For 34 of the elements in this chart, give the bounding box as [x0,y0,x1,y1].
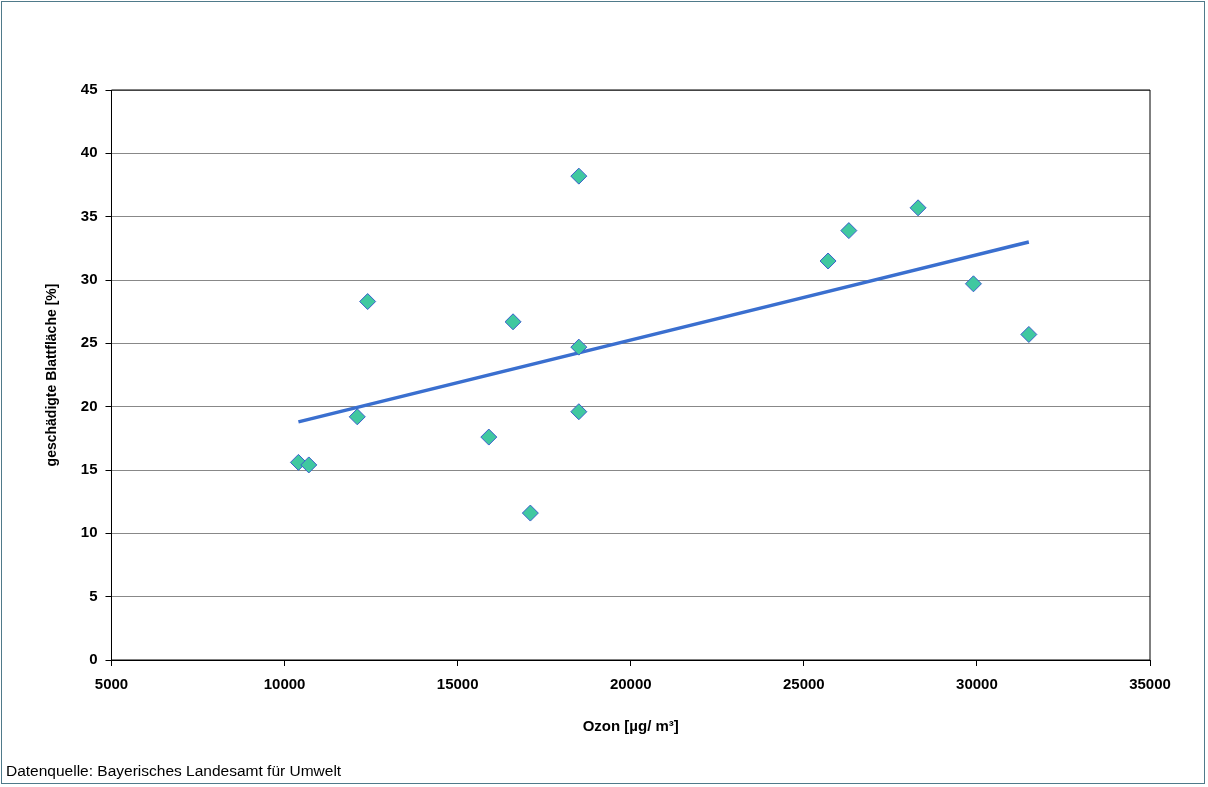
point [348,408,366,426]
x-tick-label: 15000 [436,675,479,693]
point [300,456,318,474]
y-tick-label: 30 [80,270,98,288]
y-tick-label: 25 [80,333,98,351]
point [570,167,588,185]
point [819,252,837,270]
y-tick-label: 20 [80,396,98,414]
y-tick-label: 45 [80,80,98,98]
y-tick-label: 5 [89,586,98,604]
point [359,293,377,311]
point [504,313,522,331]
point [964,275,982,293]
x-axis-title: Ozon [µg/ m³] [582,717,679,735]
point [480,428,498,446]
point [1020,325,1038,343]
x-tick-label: 20000 [609,675,652,693]
point [840,222,858,240]
point [570,403,588,421]
y-tick-label: 10 [80,523,98,541]
x-tick-label: 35000 [1129,675,1171,693]
y-tick-label: 35 [80,206,98,224]
point [570,338,588,356]
text: Datenquelle: Bayerisches Landesamt für Umwelt [6,762,342,780]
y-axis-title: geschädigte Blattfläche [%] [43,283,60,467]
y-tick-label: 15 [80,460,98,478]
y-tick-label: 40 [80,143,98,161]
x-tick-label: 10000 [263,675,306,693]
point [521,504,539,522]
x-tick-label: 30000 [956,675,998,693]
x-tick-label: 25000 [782,675,825,693]
point [909,199,927,217]
y-tick-label: 0 [89,650,98,668]
x-tick-label: 5000 [94,675,129,693]
